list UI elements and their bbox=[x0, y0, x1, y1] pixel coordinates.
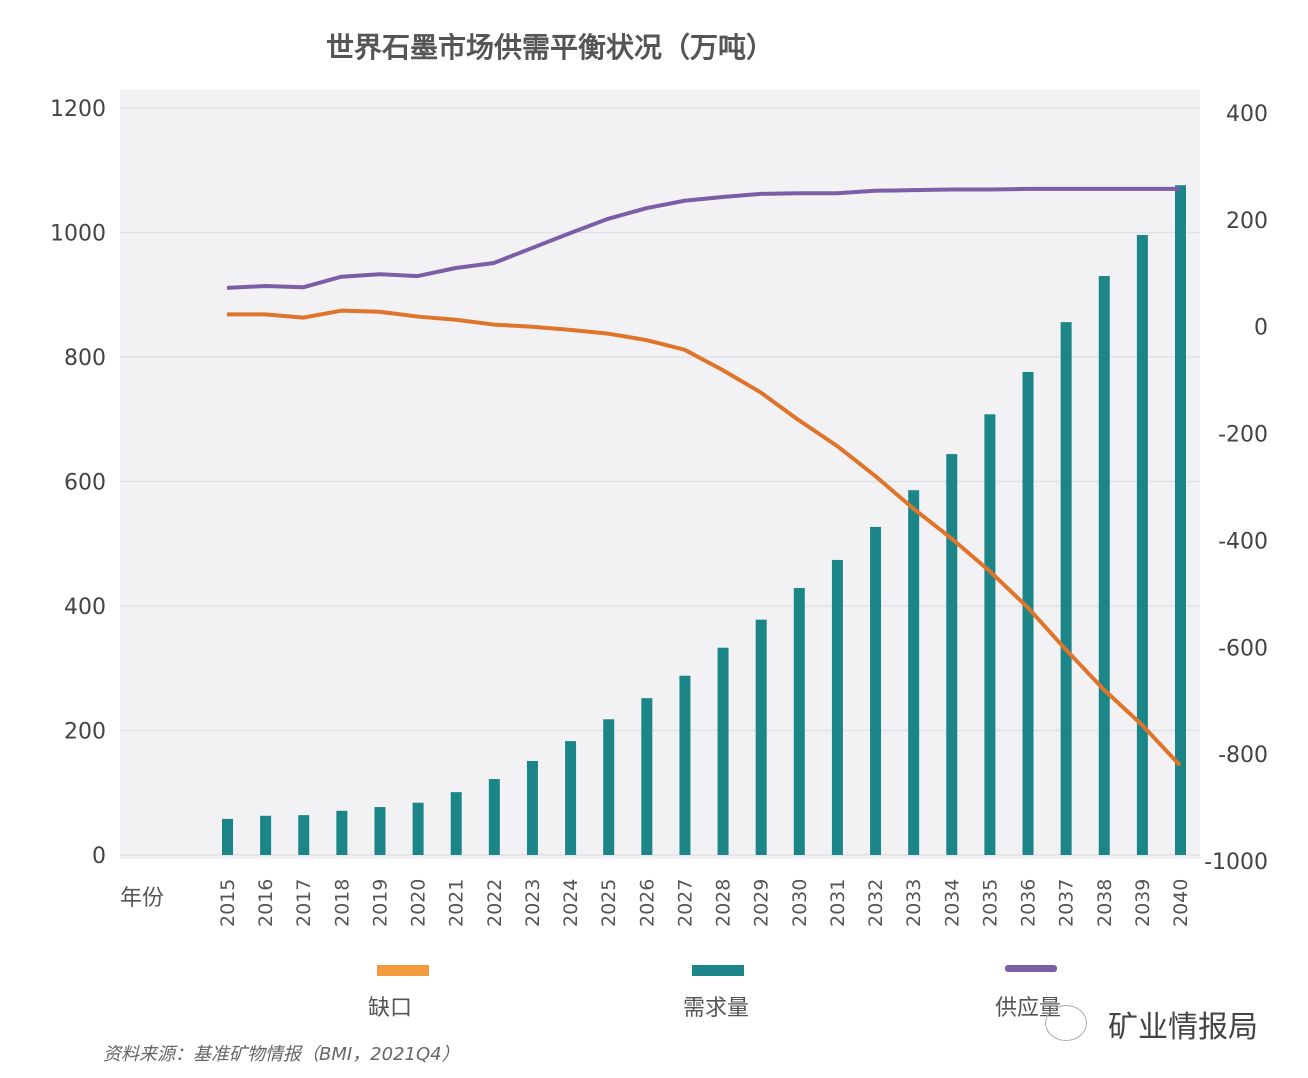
left-axis-tick-label: 200 bbox=[64, 720, 106, 745]
right-axis-tick-label: 0 bbox=[1254, 316, 1268, 341]
source-note: 资料来源：基准矿物情报（BMI，2021Q4） bbox=[103, 1044, 460, 1065]
x-tick-label: 2027 bbox=[674, 879, 696, 927]
line-supply bbox=[226, 186, 1180, 290]
x-tick-label: 2039 bbox=[1132, 879, 1154, 927]
x-tick-label: 2033 bbox=[903, 879, 925, 927]
right-axis-tick-label: 200 bbox=[1226, 209, 1268, 234]
x-tick-label: 2021 bbox=[446, 879, 468, 927]
x-tick-label: 2037 bbox=[1056, 879, 1078, 927]
x-axis-title: 年份 bbox=[120, 886, 164, 911]
x-tick-label: 2023 bbox=[522, 879, 544, 927]
x-tick-label: 2022 bbox=[484, 879, 506, 927]
bar-demand bbox=[984, 414, 996, 855]
right-axis-tick-label: 400 bbox=[1226, 102, 1268, 127]
wechat-logo-icon bbox=[1045, 1005, 1087, 1041]
bar-demand bbox=[412, 802, 424, 855]
x-tick-label: 2024 bbox=[560, 879, 582, 927]
x-tick-label: 2017 bbox=[293, 879, 315, 927]
x-tick-label: 2038 bbox=[1094, 879, 1116, 927]
right-axis-tick-label: -400 bbox=[1218, 529, 1268, 554]
right-axis-tick-label: -200 bbox=[1218, 423, 1268, 448]
x-tick-label: 2030 bbox=[789, 879, 811, 927]
bar-demand bbox=[603, 719, 615, 855]
left-axis-tick-label: 1200 bbox=[50, 97, 106, 122]
legend-label-demand: 需求量 bbox=[683, 996, 750, 1021]
x-tick-label: 2018 bbox=[331, 879, 353, 927]
bar-demand bbox=[908, 490, 920, 855]
bar-demand bbox=[260, 815, 272, 855]
bar-demand bbox=[1136, 234, 1148, 856]
line-gap bbox=[227, 308, 1182, 767]
bar-demand bbox=[336, 810, 348, 855]
x-tick-label: 2036 bbox=[1018, 879, 1040, 927]
x-tick-label: 2020 bbox=[408, 879, 430, 927]
legend-swatch-demand bbox=[692, 965, 744, 976]
x-tick-label: 2034 bbox=[941, 879, 963, 927]
legend-swatch-gap bbox=[377, 965, 429, 976]
x-tick-label: 2019 bbox=[369, 879, 391, 927]
left-axis-tick-label: 800 bbox=[64, 346, 106, 371]
legend-swatch-supply bbox=[1005, 965, 1057, 972]
right-axis-tick-label: -600 bbox=[1218, 636, 1268, 661]
bar-demand bbox=[1175, 185, 1186, 855]
right-axis-tick-label: -800 bbox=[1218, 743, 1268, 768]
bar-demand bbox=[641, 698, 653, 855]
left-axis-tick-label: 600 bbox=[64, 471, 106, 496]
bar-demand bbox=[946, 454, 958, 855]
x-tick-label: 2040 bbox=[1170, 879, 1192, 927]
bar-demand bbox=[565, 741, 577, 855]
bar-demand bbox=[526, 761, 538, 855]
left-axis-tick-label: 1000 bbox=[50, 222, 106, 247]
x-tick-label: 2026 bbox=[636, 879, 658, 927]
x-tick-label: 2029 bbox=[751, 879, 773, 927]
bar-demand bbox=[1022, 371, 1034, 855]
x-tick-label: 2025 bbox=[598, 879, 620, 927]
x-tick-label: 2032 bbox=[865, 879, 887, 927]
bar-demand bbox=[222, 818, 233, 855]
bar-demand bbox=[488, 779, 500, 855]
x-tick-label: 2031 bbox=[827, 879, 849, 927]
legend-label-gap: 缺口 bbox=[368, 996, 413, 1021]
bar-demand bbox=[755, 619, 767, 855]
chart-title: 世界石墨市场供需平衡状况（万吨） bbox=[325, 31, 774, 64]
bar-demand bbox=[1060, 322, 1072, 855]
bar-demand bbox=[374, 807, 386, 855]
bar-demand bbox=[679, 675, 691, 855]
x-tick-label: 2028 bbox=[713, 879, 735, 927]
x-tick-label: 2015 bbox=[217, 879, 239, 927]
bar-demand bbox=[298, 815, 310, 855]
bar-demand bbox=[450, 792, 462, 855]
x-tick-label: 2016 bbox=[255, 879, 277, 927]
left-axis-tick-label: 400 bbox=[64, 595, 106, 620]
left-axis-tick-label: 0 bbox=[92, 844, 106, 869]
x-tick-label: 2035 bbox=[979, 879, 1001, 927]
right-axis-tick-label: -1000 bbox=[1204, 850, 1268, 875]
watermark: 矿业情报局 bbox=[1108, 1010, 1258, 1045]
bar-demand bbox=[831, 559, 843, 855]
bar-demand bbox=[793, 587, 805, 855]
bar-demand bbox=[717, 647, 729, 855]
bar-demand bbox=[870, 526, 882, 855]
bar-demand bbox=[1098, 276, 1110, 855]
